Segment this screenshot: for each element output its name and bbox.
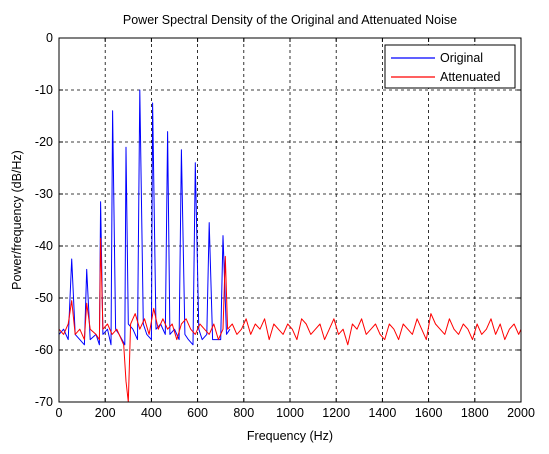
legend-box [384, 44, 516, 89]
x-tick-label: 1600 [415, 406, 443, 420]
x-tick-label: 400 [141, 406, 162, 420]
x-tick-label: 1000 [276, 406, 304, 420]
legend: Original Attenuated [384, 44, 516, 89]
y-tick-label: -40 [35, 239, 53, 253]
y-tick-label: -70 [35, 395, 53, 409]
x-tick-label: 600 [187, 406, 208, 420]
x-tick-label: 200 [95, 406, 116, 420]
tick-layer: 0 200 400 600 800 1000 1200 1400 1600 1800 2000 0 -1… [35, 31, 535, 420]
series-layer [58, 89, 522, 403]
x-tick-label: 1400 [368, 406, 396, 420]
x-tick-label: 1200 [322, 406, 350, 420]
x-tick-label: 800 [233, 406, 254, 420]
y-axis-label: Power/frequency (dB/Hz) [10, 150, 24, 290]
x-tick-label: 0 [56, 406, 63, 420]
legend-label-original: Original [440, 51, 483, 65]
y-tick-label: -60 [35, 343, 53, 357]
series-line-original [58, 89, 231, 346]
series-line-attenuated [58, 237, 522, 403]
y-tick-label: -30 [35, 187, 53, 201]
x-tick-label: 1800 [461, 406, 489, 420]
grid-layer [59, 38, 521, 402]
chart-title: Power Spectral Density of the Original a… [123, 13, 457, 27]
legend-label-attenuated: Attenuated [440, 70, 501, 84]
y-tick-label: -50 [35, 291, 53, 305]
y-tick-label: 0 [46, 31, 53, 45]
x-tick-label: 2000 [507, 406, 535, 420]
y-tick-label: -10 [35, 83, 53, 97]
x-axis-label: Frequency (Hz) [247, 429, 333, 443]
y-tick-label: -20 [35, 135, 53, 149]
